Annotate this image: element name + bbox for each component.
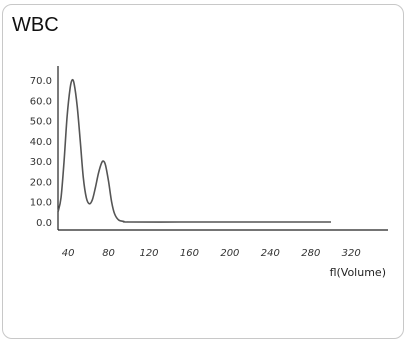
y-tick-label: 70.0: [30, 76, 52, 87]
x-tick-label: 40: [62, 248, 75, 259]
x-tick-label: 320: [342, 248, 361, 259]
x-tick-label: 280: [301, 248, 320, 259]
y-tick-label: 30.0: [30, 157, 52, 168]
x-tick-label: 240: [261, 248, 280, 259]
y-tick-label: 10.0: [30, 198, 52, 209]
x-axis-label: fl(Volume): [330, 266, 386, 279]
x-tick-label: 200: [220, 248, 239, 259]
chart-title: WBC: [12, 14, 59, 36]
x-tick-label: 120: [139, 248, 158, 259]
y-tick-label: 60.0: [30, 96, 52, 107]
y-tick-label: 50.0: [30, 117, 52, 128]
x-tick-label: 80: [102, 248, 115, 259]
x-tick-label: 160: [180, 248, 199, 259]
wbc-chart-card: WBC: [2, 4, 404, 339]
y-tick-label: 0.0: [36, 218, 52, 229]
wbc-distribution-curve: [57, 78, 331, 223]
y-tick-label: 20.0: [30, 177, 52, 188]
y-tick-label: 40.0: [30, 137, 52, 148]
